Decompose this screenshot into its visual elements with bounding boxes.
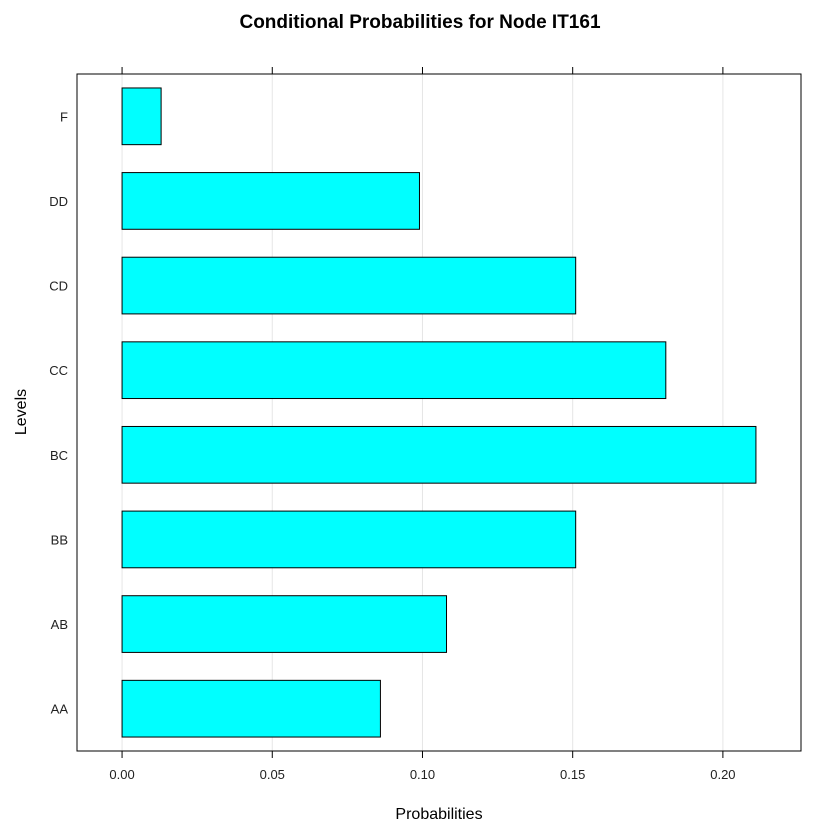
y-tick-label: DD [49,194,68,209]
bar-bb [121,510,577,569]
plot-panel [76,73,802,752]
y-tick-label: BC [50,448,68,463]
x-axis-label: Probabilities [395,806,482,823]
y-axis-label: Levels [13,389,30,435]
x-tick-label: 0.00 [109,767,134,782]
bar-ab [121,595,448,653]
bar-bc [121,425,757,484]
y-tick-label: F [60,109,68,124]
x-tick-label: 0.05 [260,767,285,782]
bar-dd [121,172,420,230]
y-tick-label: AA [51,702,69,717]
x-tick-label: 0.15 [560,767,585,782]
x-axis-ticks: 0.00 0.05 0.10 0.15 0.20 [109,67,736,782]
y-tick-label: AB [51,617,68,632]
x-tick-label: 0.10 [410,767,435,782]
y-tick-label: CC [49,363,68,378]
bar-cd [121,256,577,315]
bar-f [121,87,162,146]
bar-aa [121,679,381,738]
bars [121,87,757,738]
bar-cc [121,341,667,400]
y-axis-ticks: AA AB BB BC CC CD DD F [49,109,68,716]
y-tick-label: CD [49,279,68,294]
y-tick-label: BB [51,532,68,547]
chart-title: Conditional Probabilities for Node IT161 [239,12,600,33]
x-tick-label: 0.20 [710,767,735,782]
